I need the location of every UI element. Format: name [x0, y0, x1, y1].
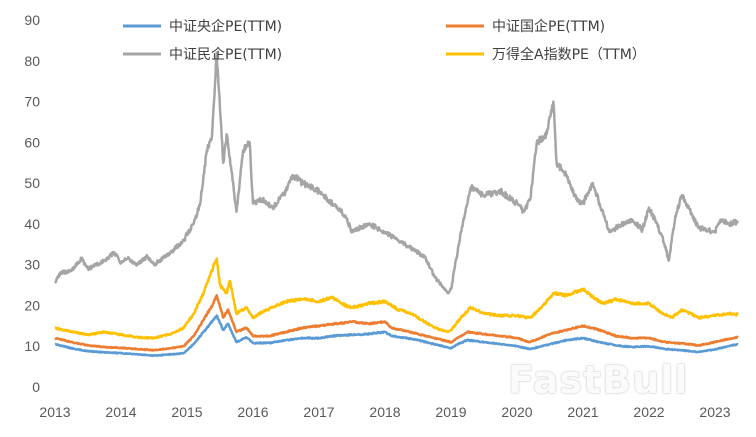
y-tick-label: 80: [24, 53, 40, 69]
series-lines: [53, 51, 739, 358]
y-tick-label: 60: [24, 134, 40, 150]
series-line-2: [53, 51, 739, 295]
x-tick-label: 2014: [105, 404, 136, 420]
x-tick-label: 2018: [369, 404, 400, 420]
series-line-0: [54, 314, 739, 358]
x-tick-label: 2022: [633, 404, 664, 420]
legend-label: 中证民企PE(TTM): [169, 46, 282, 63]
x-tick-label: 2020: [501, 404, 532, 420]
y-tick-label: 10: [24, 338, 40, 354]
x-tick-label: 2021: [567, 404, 598, 420]
x-tick-label: 2023: [699, 404, 730, 420]
legend: 中证央企PE(TTM) 中证国企PE(TTM) 中证民企PE(TTM) 万得全A指数P…: [123, 18, 646, 63]
y-tick-label: 30: [24, 257, 40, 273]
y-axis-ticks: 0 10 20 30 40 50 60 70 80 90: [24, 12, 40, 395]
x-tick-label: 2016: [237, 404, 268, 420]
series-line-3: [54, 257, 739, 340]
x-tick-label: 2015: [171, 404, 202, 420]
watermark-logo: FastBull: [508, 358, 689, 402]
x-tick-label: 2017: [303, 404, 334, 420]
y-tick-label: 20: [24, 297, 40, 313]
legend-label: 万得全A指数PE（TTM）: [492, 46, 646, 63]
series-line-1: [54, 294, 739, 352]
legend-label: 中证国企PE(TTM): [492, 18, 605, 35]
x-tick-label: 2013: [39, 404, 70, 420]
y-tick-label: 40: [24, 216, 40, 232]
x-tick-label: 2019: [435, 404, 466, 420]
legend-label: 中证央企PE(TTM): [169, 18, 282, 35]
y-tick-label: 70: [24, 94, 40, 110]
y-tick-label: 0: [32, 379, 40, 395]
y-tick-label: 90: [24, 12, 40, 28]
y-tick-label: 50: [24, 175, 40, 191]
x-axis-ticks: 2013 2014 2015 2016 2017 2018 2019 2020 2021 2022…: [39, 404, 730, 420]
